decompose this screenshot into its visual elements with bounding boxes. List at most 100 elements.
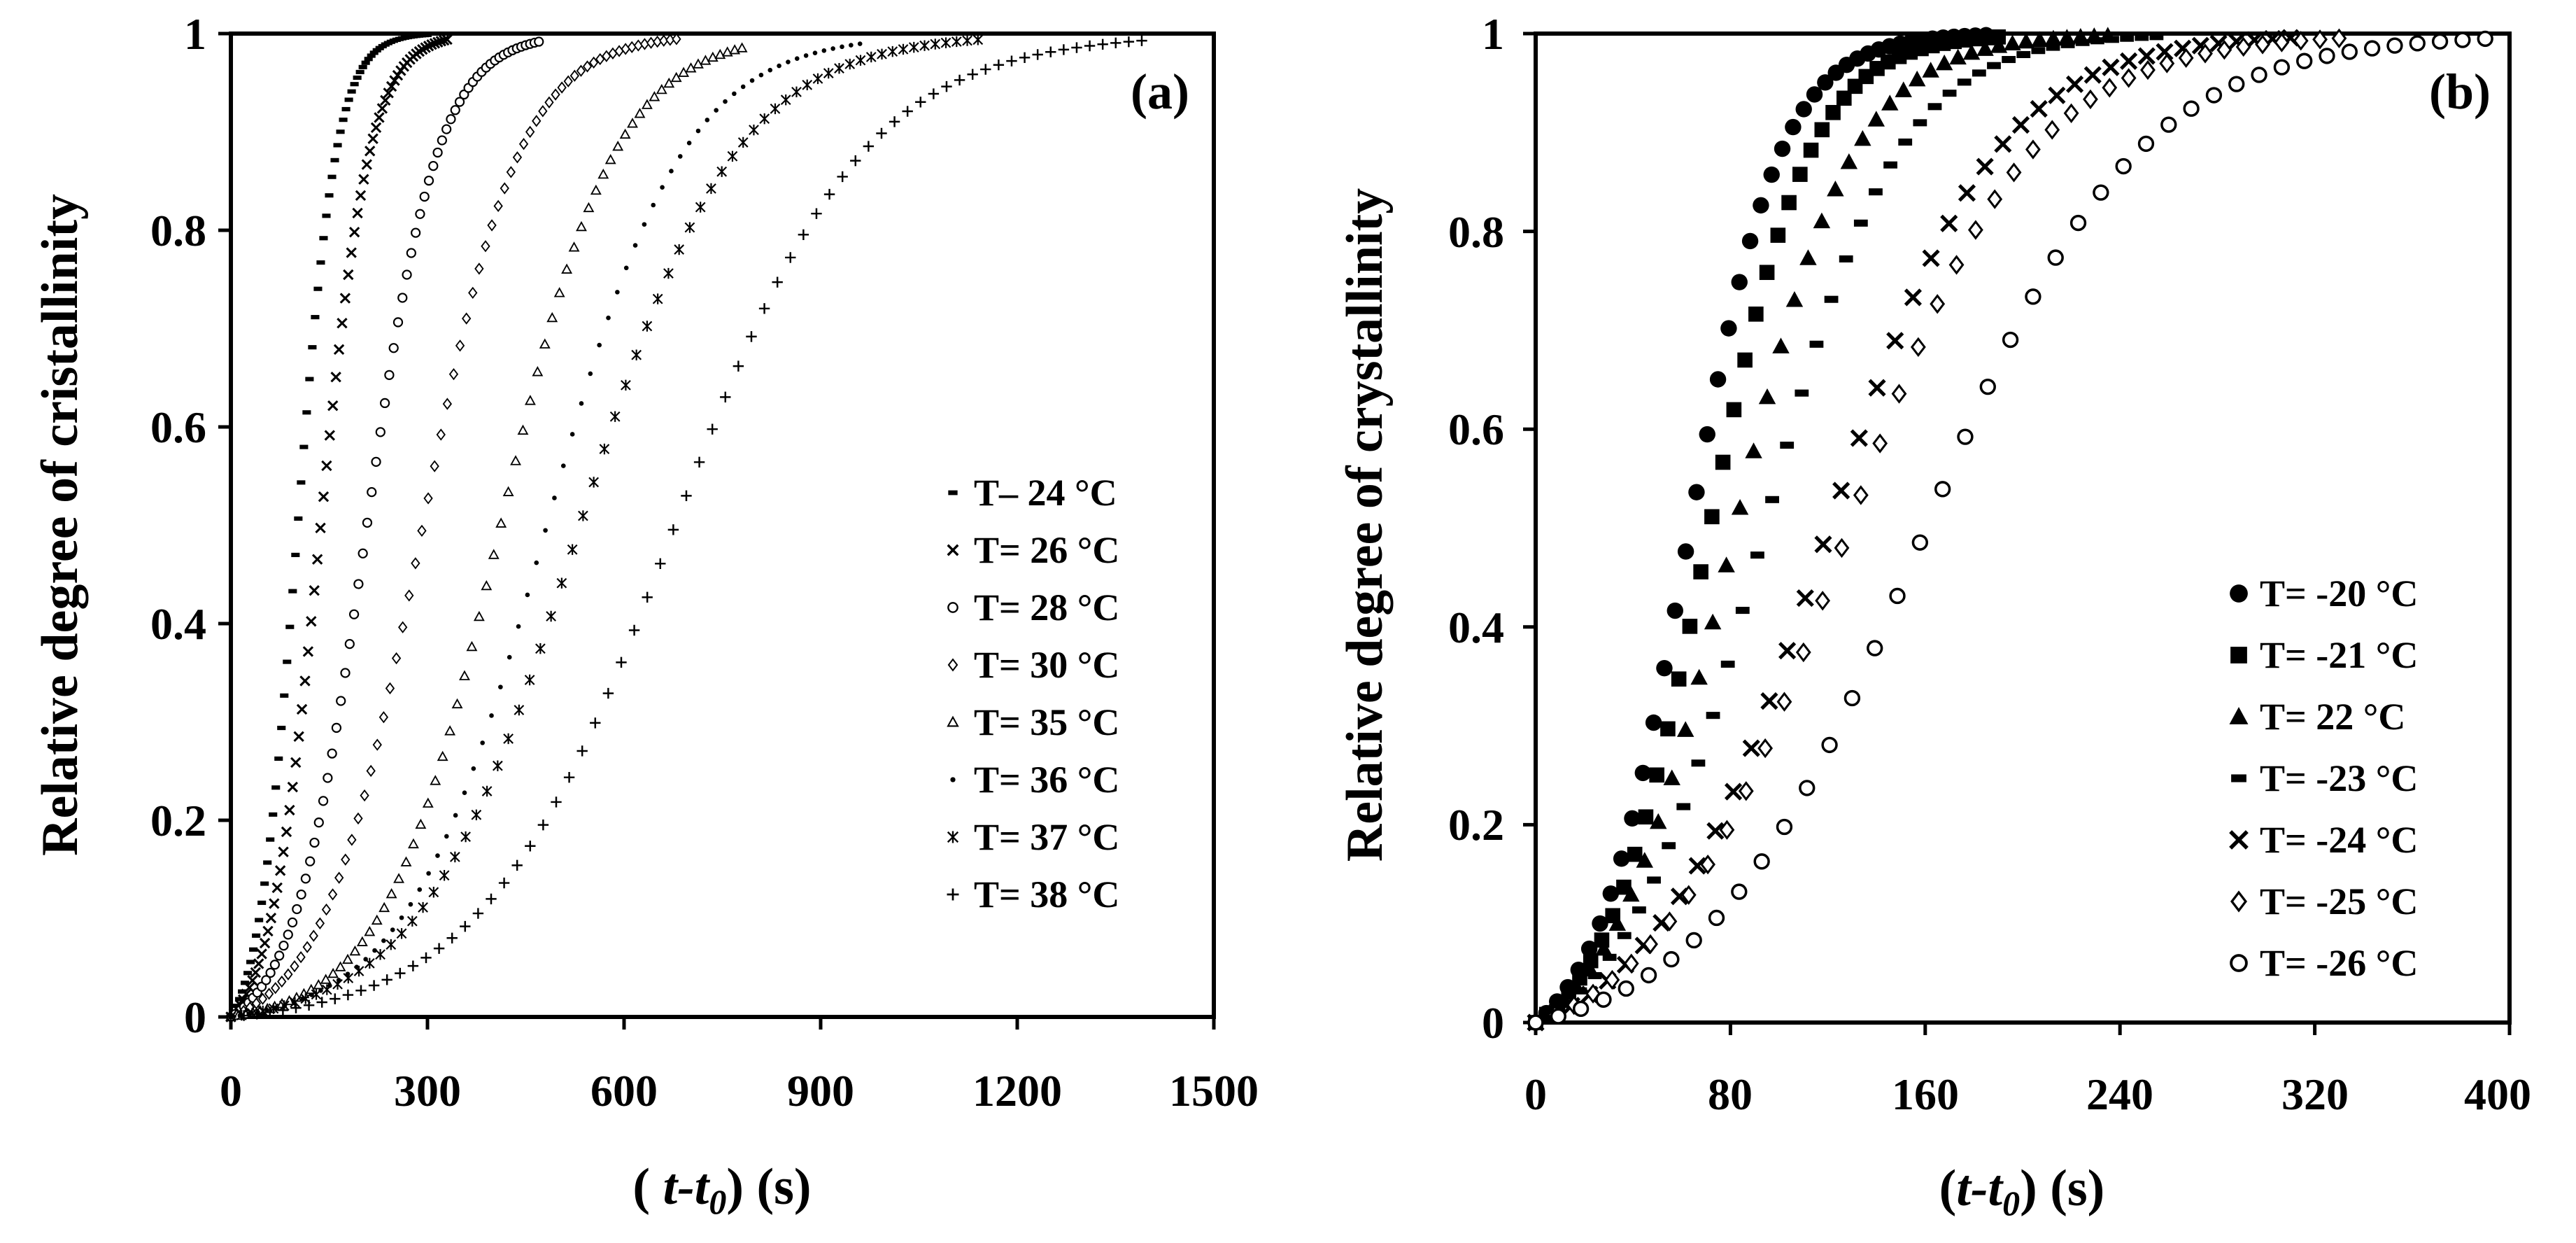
data-point (375, 949, 385, 960)
data-point (670, 71, 682, 83)
data-point (311, 554, 323, 565)
data-point (441, 34, 453, 45)
legend-a: T– 24 °C T= 26 °C T= 28 °C T= 30 °C T= 35 °C… (947, 472, 1119, 915)
data-point (732, 91, 737, 97)
data-point (695, 202, 706, 213)
series-1 (226, 32, 432, 1020)
data-point (1913, 119, 1927, 127)
data-point (430, 460, 439, 472)
data-point (621, 379, 631, 391)
data-point (1699, 426, 1715, 443)
data-point (1583, 953, 1599, 969)
data-point (1084, 40, 1096, 52)
data-point (406, 915, 418, 927)
data-point (296, 950, 306, 964)
data-point (297, 480, 306, 485)
data-point (321, 984, 332, 995)
data-point (770, 103, 781, 115)
data-point (1776, 818, 1793, 836)
data-point (460, 831, 471, 843)
data-point (1854, 129, 1871, 146)
data-point (1910, 337, 1926, 358)
data-point (707, 423, 718, 435)
data-point (777, 63, 781, 69)
data-point (2060, 41, 2075, 48)
data-point (525, 592, 530, 598)
data-point (439, 870, 450, 881)
data-point (2046, 43, 2060, 51)
data-point (489, 713, 494, 718)
data-point (1647, 876, 1661, 884)
data-point (1799, 249, 1817, 265)
legend-label: T= -26 °C (2260, 942, 2418, 984)
data-point (346, 247, 357, 258)
data-point (524, 674, 535, 686)
data-point (758, 303, 770, 314)
data-point (716, 166, 728, 177)
data-point (309, 585, 320, 596)
data-point (2002, 331, 2019, 349)
data-point (371, 456, 381, 467)
data-point (330, 372, 341, 383)
data-point (411, 557, 420, 570)
data-point (493, 199, 503, 213)
data-point (392, 317, 404, 328)
data-point (563, 772, 575, 783)
data-point (729, 44, 741, 55)
data-point (823, 67, 834, 79)
data-point (1731, 274, 1748, 290)
y-tick-label: 0 (184, 992, 206, 1042)
data-point (651, 202, 656, 208)
data-point (461, 312, 472, 325)
data-point (902, 106, 913, 117)
data-point (341, 853, 351, 866)
data-point (681, 490, 692, 502)
data-point (1759, 265, 1775, 281)
data-point (2228, 76, 2245, 92)
data-point (534, 560, 539, 566)
data-point (432, 36, 444, 48)
data-point (2044, 29, 2062, 46)
data-point (266, 837, 275, 842)
data-point (471, 766, 476, 771)
data-point (1708, 909, 1725, 927)
data-point (269, 812, 278, 817)
data-point (1572, 1000, 1590, 1018)
data-point (283, 968, 293, 981)
data-point (632, 243, 638, 248)
data-point (993, 59, 1005, 71)
data-point (423, 175, 434, 186)
data-point (672, 33, 681, 45)
data-point (532, 366, 544, 377)
data-point (642, 591, 653, 603)
data-point (560, 463, 566, 468)
data-point (749, 124, 759, 136)
data-point (474, 262, 484, 275)
data-point (962, 35, 972, 46)
data-point (309, 992, 314, 997)
data-point (759, 113, 770, 125)
data-point (370, 122, 382, 134)
y-tick-label: 1 (1482, 9, 1504, 59)
data-point (889, 116, 900, 127)
data-point (1867, 640, 1883, 656)
data-point (296, 703, 308, 715)
data-point (319, 236, 328, 241)
data-point (2454, 31, 2471, 48)
data-point (1623, 953, 1639, 974)
data-point (1649, 767, 1664, 783)
data-point (302, 646, 314, 657)
data-point (451, 698, 463, 709)
data-point (830, 46, 835, 51)
data-point (2216, 40, 2232, 60)
y-tick-label: 0.6 (150, 402, 206, 452)
data-point (418, 901, 428, 913)
x-tick-label: 0 (220, 1066, 242, 1116)
data-point (1715, 454, 1731, 470)
data-point (339, 118, 348, 122)
data-point (616, 656, 627, 668)
data-point (1834, 538, 1850, 559)
data-point (1817, 74, 1834, 91)
data-point (537, 819, 549, 831)
data-point (2102, 58, 2120, 76)
